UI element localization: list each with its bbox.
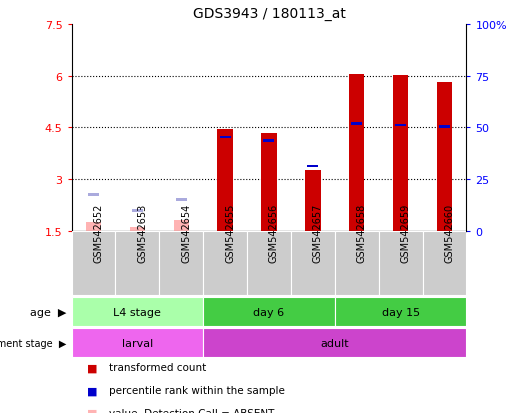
- Text: transformed count: transformed count: [109, 363, 206, 373]
- Text: day 15: day 15: [382, 307, 420, 317]
- Text: GSM542660: GSM542660: [445, 204, 454, 263]
- Text: percentile rank within the sample: percentile rank within the sample: [109, 385, 285, 395]
- Bar: [176, 199, 187, 202]
- FancyBboxPatch shape: [72, 328, 203, 357]
- Bar: [217, 130, 233, 231]
- Text: development stage  ▶: development stage ▶: [0, 338, 66, 348]
- Bar: [263, 140, 275, 142]
- Bar: [437, 83, 452, 231]
- Bar: [88, 194, 99, 197]
- Bar: [130, 227, 145, 231]
- Text: larval: larval: [122, 338, 153, 348]
- Bar: [307, 165, 319, 168]
- FancyBboxPatch shape: [335, 231, 378, 295]
- FancyBboxPatch shape: [203, 231, 247, 295]
- Text: GSM542657: GSM542657: [313, 204, 323, 263]
- Bar: [393, 76, 408, 231]
- Bar: [395, 124, 406, 127]
- FancyBboxPatch shape: [203, 328, 466, 357]
- Text: ■: ■: [87, 385, 98, 395]
- FancyBboxPatch shape: [72, 231, 116, 295]
- Bar: [305, 171, 321, 231]
- FancyBboxPatch shape: [72, 297, 203, 326]
- Text: ■: ■: [87, 363, 98, 373]
- FancyBboxPatch shape: [422, 231, 466, 295]
- Text: GSM542654: GSM542654: [181, 204, 191, 263]
- Text: GSM542656: GSM542656: [269, 204, 279, 263]
- Bar: [261, 133, 277, 231]
- FancyBboxPatch shape: [116, 231, 160, 295]
- FancyBboxPatch shape: [335, 297, 466, 326]
- Bar: [173, 221, 189, 231]
- Bar: [439, 126, 450, 129]
- FancyBboxPatch shape: [160, 231, 203, 295]
- Text: GSM542658: GSM542658: [357, 204, 367, 263]
- FancyBboxPatch shape: [378, 231, 422, 295]
- Title: GDS3943 / 180113_at: GDS3943 / 180113_at: [192, 7, 346, 21]
- FancyBboxPatch shape: [291, 231, 335, 295]
- Text: GSM542655: GSM542655: [225, 204, 235, 263]
- FancyBboxPatch shape: [203, 297, 335, 326]
- Bar: [349, 75, 365, 231]
- Bar: [86, 223, 101, 231]
- FancyBboxPatch shape: [247, 231, 291, 295]
- Text: GSM542652: GSM542652: [93, 204, 103, 263]
- Bar: [351, 123, 362, 125]
- Bar: [219, 136, 231, 139]
- Text: day 6: day 6: [253, 307, 285, 317]
- Text: value, Detection Call = ABSENT: value, Detection Call = ABSENT: [109, 408, 274, 413]
- Text: GSM542659: GSM542659: [401, 204, 411, 263]
- Text: L4 stage: L4 stage: [113, 307, 161, 317]
- Text: ■: ■: [87, 408, 98, 413]
- Bar: [132, 209, 143, 212]
- Text: age  ▶: age ▶: [30, 307, 66, 317]
- Text: GSM542653: GSM542653: [137, 204, 147, 263]
- Text: adult: adult: [321, 338, 349, 348]
